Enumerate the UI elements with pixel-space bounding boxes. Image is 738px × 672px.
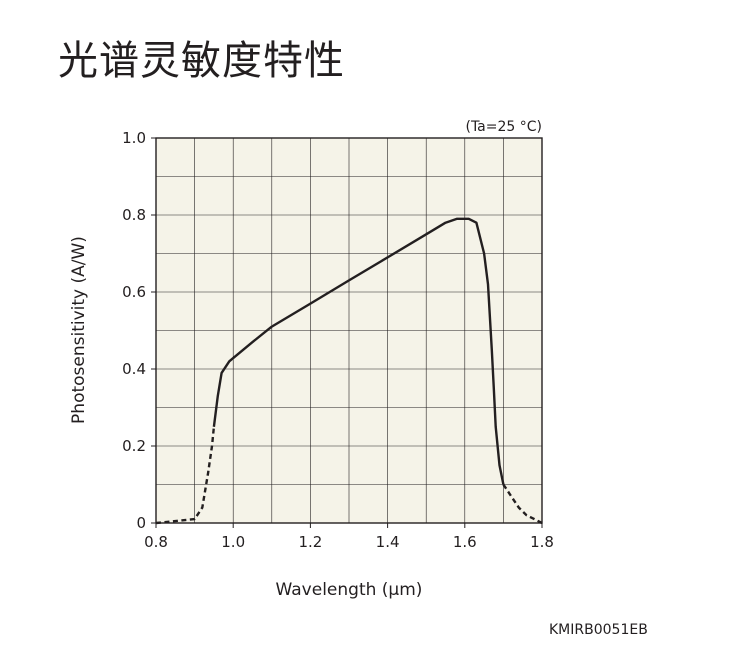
y-tick-label: 0	[136, 514, 146, 532]
y-axis-label: Photosensitivity (A/W)	[69, 236, 89, 424]
x-axis: 0.8 1.0 1.2 1.4 1.6 1.8	[144, 523, 554, 551]
plot-frame	[155, 137, 543, 524]
x-tick-label: 1.8	[530, 533, 554, 551]
x-tick-label: 1.0	[221, 533, 245, 551]
y-tick-label: 1.0	[122, 129, 146, 147]
y-tick-label: 0.6	[122, 283, 146, 301]
y-tick-label: 0.4	[122, 360, 146, 378]
series-group	[155, 217, 543, 525]
grid	[156, 138, 542, 523]
x-tick-label: 0.8	[144, 533, 168, 551]
x-tick-label: 1.2	[298, 533, 322, 551]
page-title: 光谱灵敏度特性	[58, 38, 345, 84]
y-tick-label: 0.8	[122, 206, 146, 224]
series-line-3-dashed	[502, 483, 543, 525]
x-tick-label: 1.6	[453, 533, 477, 551]
x-axis-label: Wavelength (μm)	[276, 580, 423, 600]
condition-label: (Ta=25 °C)	[465, 119, 542, 135]
series-line-1-dashed	[155, 426, 216, 525]
plot-border	[155, 137, 543, 524]
y-tick-label: 0.2	[122, 437, 146, 455]
figure-code: KMIRB0051EB	[549, 622, 648, 638]
y-axis: 0 0.2 0.4 0.6 0.8 1.0	[122, 129, 156, 532]
x-tick-label: 1.4	[376, 533, 400, 551]
series-line-2-solid	[212, 217, 505, 485]
